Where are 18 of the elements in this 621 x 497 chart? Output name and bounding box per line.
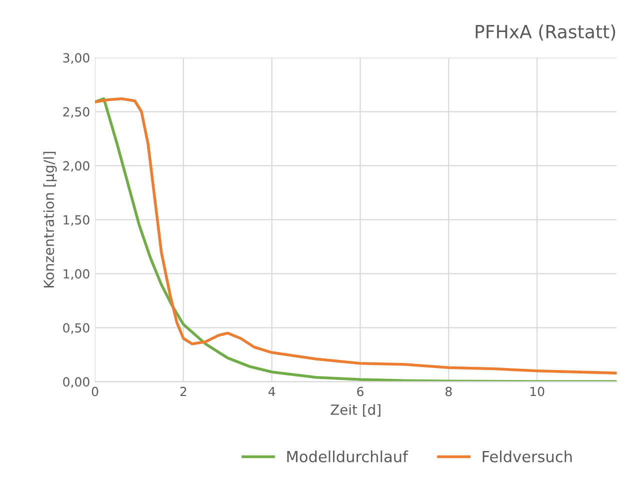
x-tick-label: 0 [92,386,98,396]
y-axis-title: Konzentration [µg/l] [43,152,57,288]
legend-label: Feldversuch [482,450,572,462]
x-tick-label: 2 [180,386,186,396]
x-tick-label: 10 [530,386,544,396]
legend-label: Modelldurchlauf [287,450,408,462]
y-tick-label: 0,50 [63,323,90,334]
y-tick-label: 3,00 [63,53,90,64]
y-tick-label: 0,00 [63,377,90,388]
y-tick-label: 1,00 [64,269,90,280]
y-tick-label: 1,50 [64,215,90,226]
x-tick-label: 4 [268,386,276,396]
x-tick-label: 6 [357,386,364,396]
x-axis-title: Zeit [d] [330,404,380,417]
y-tick-label: 2,00 [63,161,90,172]
x-tick-label: 8 [446,386,452,396]
y-tick-label: 2,50 [63,107,90,118]
chart-title: PFHxA (Rastatt) [476,24,616,41]
